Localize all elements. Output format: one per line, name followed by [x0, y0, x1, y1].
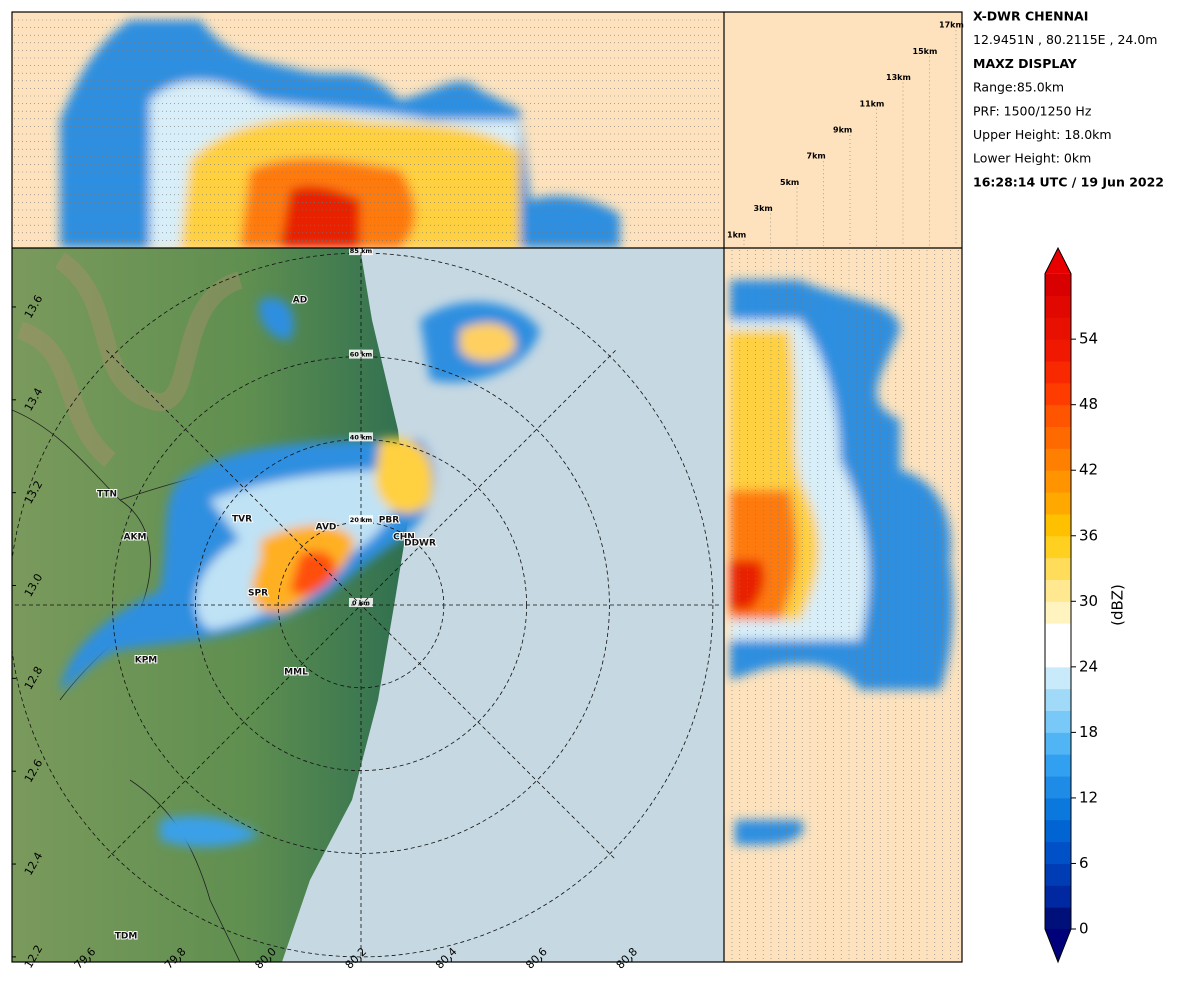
- colorbar-tick-label: 24: [1079, 657, 1098, 675]
- colorbar-segment: [1045, 426, 1071, 449]
- height-label: 9km: [833, 126, 852, 135]
- info-line: X-DWR CHENNAI: [973, 9, 1088, 24]
- colorbar-segment: [1045, 470, 1071, 493]
- colorbar-arrow: [1045, 929, 1071, 962]
- info-line: Upper Height: 18.0km: [973, 127, 1112, 142]
- colorbar-segment: [1045, 404, 1071, 428]
- place-label: PBR: [379, 516, 399, 526]
- height-label: 11km: [860, 99, 885, 108]
- colorbar-segment: [1045, 885, 1071, 908]
- colorbar-segment: [1045, 776, 1071, 799]
- colorbar-segment: [1045, 754, 1071, 777]
- place-label: AVD: [316, 523, 337, 533]
- colorbar-tick-label: 48: [1079, 395, 1098, 413]
- height-key-bg: [724, 12, 962, 248]
- place-label: AKM: [124, 533, 147, 543]
- colorbar-segment: [1045, 623, 1071, 646]
- colorbar-segment: [1045, 710, 1071, 733]
- colorbar-segment: [1045, 295, 1071, 318]
- info-line: Range:85.0km: [973, 80, 1064, 95]
- colorbar-segment: [1045, 492, 1071, 515]
- frames: [11, 11, 963, 963]
- height-label: 15km: [913, 47, 938, 56]
- height-label: 3km: [754, 204, 773, 213]
- right-echoes: [730, 280, 953, 845]
- colorbar-segment: [1045, 448, 1071, 471]
- range-label-bg: [349, 248, 373, 256]
- info-line: 16:28:14 UTC / 19 Jun 2022: [973, 174, 1164, 189]
- colorbar-tick-label: 36: [1079, 526, 1098, 544]
- height-label: 1km: [727, 230, 746, 239]
- echoes: [60, 298, 540, 847]
- colorbar-segment: [1045, 732, 1071, 755]
- place-label: CHN: [393, 533, 415, 543]
- terrain: [16, 252, 244, 468]
- colorbar-tick-label: 18: [1079, 723, 1098, 741]
- colorbar-tick-label: 42: [1079, 461, 1098, 479]
- colorbar-segment: [1045, 382, 1071, 406]
- colorbar-segment: [1045, 666, 1071, 690]
- height-label: 17km: [939, 21, 964, 30]
- place-label: DDWR: [404, 539, 436, 549]
- colorbar-segment: [1045, 644, 1071, 668]
- range-label-bg: [349, 349, 373, 359]
- colorbar-arrow: [1045, 248, 1071, 274]
- colorbar-tick-label: 0: [1079, 920, 1089, 938]
- place-label: KPM: [135, 656, 158, 666]
- top-echoes: [60, 20, 620, 248]
- colorbar-segment: [1045, 273, 1071, 296]
- colorbar-segment: [1045, 688, 1071, 712]
- height-label: 13km: [886, 73, 911, 82]
- colorbar-segment: [1045, 819, 1071, 843]
- colorbar-segment: [1045, 535, 1071, 559]
- place-label: TVR: [232, 515, 252, 525]
- range-label: 85 km: [350, 247, 373, 255]
- range-label: 60 km: [350, 351, 373, 359]
- colorbar-segment: [1045, 317, 1071, 340]
- colorbar-segment: [1045, 863, 1071, 886]
- colorbar-tick-label: 6: [1079, 854, 1089, 872]
- info-line: 12.9451N , 80.2115E , 24.0m: [973, 32, 1157, 47]
- colorbar-tick-label: 30: [1079, 592, 1098, 610]
- colorbar-segment: [1045, 601, 1071, 624]
- place-label: MML: [284, 668, 308, 678]
- colorbar-segment: [1045, 360, 1071, 384]
- colorbar-segment: [1045, 557, 1071, 580]
- height-label: 5km: [780, 178, 799, 187]
- info-line: PRF: 1500/1250 Hz: [973, 103, 1092, 118]
- colorbar-segment: [1045, 339, 1071, 362]
- colorbar-segment: [1045, 513, 1071, 537]
- colorbar-segment: [1045, 797, 1071, 821]
- range-ring: [12, 252, 714, 958]
- place-label: SPR: [248, 589, 268, 599]
- colorbar-segment: [1045, 579, 1071, 602]
- colorbar-tick-label: 54: [1079, 330, 1098, 348]
- place-label: AD: [293, 296, 307, 306]
- map: [12, 248, 724, 962]
- colorbar-tick-label: 12: [1079, 788, 1098, 806]
- radial-line: [106, 350, 616, 860]
- colorbar-segment: [1045, 841, 1071, 864]
- colorbar-segment: [1045, 907, 1071, 930]
- place-label: TDM: [115, 932, 138, 942]
- info-line: Lower Height: 0km: [973, 151, 1091, 166]
- place-label: TTN: [97, 490, 117, 500]
- colorbar-label: (dBZ): [1109, 584, 1127, 626]
- info-line: MAXZ DISPLAY: [973, 56, 1078, 71]
- height-label: 7km: [807, 152, 826, 161]
